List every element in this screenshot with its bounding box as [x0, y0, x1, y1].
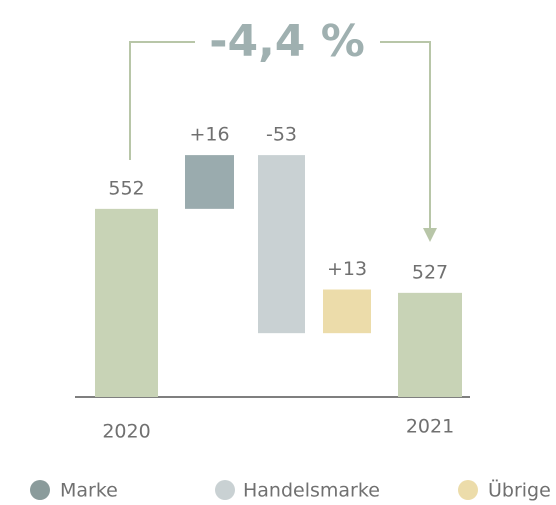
legend-label: Handelsmarke — [243, 480, 380, 502]
legend-swatch — [458, 480, 478, 500]
bracket-left — [129, 41, 195, 160]
bar — [95, 208, 158, 397]
value-label: +13 — [327, 258, 367, 280]
value-label: +16 — [189, 124, 229, 146]
legend-label: Marke — [60, 480, 118, 502]
x-tick-label: 2020 — [102, 421, 150, 443]
x-tick-label: 2021 — [406, 416, 454, 438]
bracket-right — [380, 41, 431, 232]
bar — [323, 289, 371, 334]
value-label: 527 — [412, 261, 448, 283]
arrow-head — [423, 228, 437, 242]
legend-label: Übrige — [488, 479, 551, 502]
legend-swatch — [30, 480, 50, 500]
bar — [185, 155, 234, 209]
value-label: -53 — [266, 124, 297, 146]
legend-swatch — [215, 480, 235, 500]
bar — [258, 155, 305, 334]
value-label: 552 — [108, 177, 144, 199]
bar — [398, 292, 462, 397]
annotation: -4,4 % — [209, 16, 365, 67]
